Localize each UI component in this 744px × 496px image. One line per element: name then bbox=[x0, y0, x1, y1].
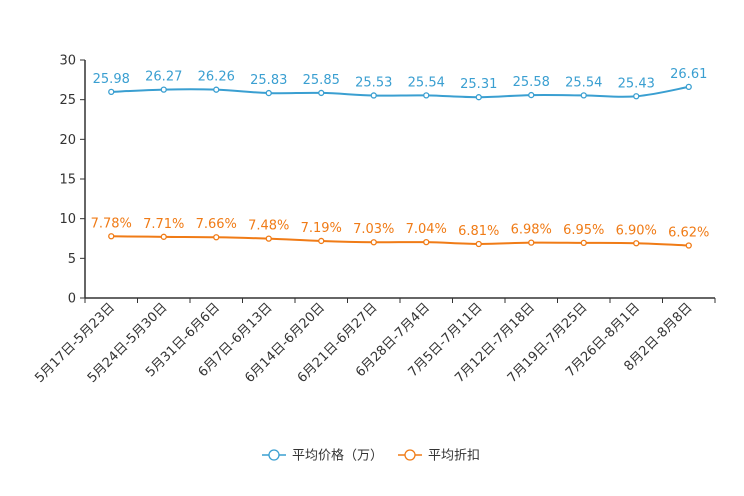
data-point[interactable] bbox=[580, 92, 587, 99]
data-point[interactable] bbox=[318, 237, 325, 245]
data-point[interactable] bbox=[423, 238, 430, 246]
data-point[interactable] bbox=[108, 233, 115, 240]
chart-legend[interactable]: 平均价格（万） 平均折扣 bbox=[262, 448, 480, 464]
data-label: 25.85 bbox=[303, 73, 340, 88]
data-label: 6.81% bbox=[458, 224, 499, 239]
data-point[interactable] bbox=[213, 234, 220, 241]
data-point[interactable] bbox=[160, 86, 167, 93]
chart-series: 25.98 26.27 26.26 25.83 25.85 25.53 25.54 25.31… bbox=[91, 67, 709, 249]
data-point[interactable] bbox=[108, 88, 115, 96]
y-tick-label: 15 bbox=[59, 173, 76, 188]
data-point[interactable] bbox=[160, 233, 167, 240]
data-label: 6.95% bbox=[563, 223, 604, 238]
data-label: 7.04% bbox=[406, 222, 447, 237]
y-tick-label: 25 bbox=[59, 93, 76, 108]
data-point[interactable] bbox=[633, 93, 640, 100]
data-point[interactable] bbox=[528, 91, 535, 99]
data-label: 26.26 bbox=[198, 70, 235, 85]
data-label: 7.03% bbox=[353, 222, 394, 237]
data-label: 25.58 bbox=[513, 75, 550, 90]
data-label: 7.78% bbox=[91, 216, 132, 231]
data-point[interactable] bbox=[633, 240, 640, 247]
data-point[interactable] bbox=[475, 94, 482, 101]
legend-item-2[interactable]: 平均折扣 bbox=[398, 449, 480, 464]
series-1: 25.98 26.27 26.26 25.83 25.85 25.53 25.54 25.31… bbox=[93, 67, 707, 101]
data-label: 7.66% bbox=[196, 217, 237, 232]
data-label: 6.62% bbox=[668, 225, 709, 240]
legend-item-1[interactable]: 平均价格（万） bbox=[262, 448, 383, 464]
data-point[interactable] bbox=[265, 89, 272, 97]
legend-label: 平均折扣 bbox=[428, 449, 480, 464]
data-label: 25.54 bbox=[408, 75, 445, 90]
series-line bbox=[111, 85, 689, 99]
data-label: 25.31 bbox=[460, 77, 497, 92]
data-label: 26.61 bbox=[670, 67, 707, 82]
data-point[interactable] bbox=[475, 240, 482, 248]
data-point[interactable] bbox=[580, 239, 587, 247]
legend-marker-icon bbox=[404, 449, 416, 461]
legend-label: 平均价格（万） bbox=[292, 448, 383, 464]
data-point[interactable] bbox=[685, 242, 692, 249]
series-2: 7.78% 7.71% 7.66% 7.48% 7.19% 7.03% 7.04% 6.81%… bbox=[91, 216, 709, 249]
data-point[interactable] bbox=[213, 86, 220, 93]
data-point[interactable] bbox=[318, 89, 325, 97]
y-tick-label: 10 bbox=[59, 212, 76, 227]
data-label: 25.98 bbox=[93, 72, 130, 87]
data-point[interactable] bbox=[685, 83, 692, 91]
y-tick-label: 30 bbox=[59, 54, 76, 69]
data-label: 25.54 bbox=[565, 75, 602, 90]
data-label: 25.43 bbox=[618, 76, 655, 91]
data-point[interactable] bbox=[423, 92, 430, 99]
y-tick-label: 0 bbox=[68, 292, 76, 307]
data-point[interactable] bbox=[265, 235, 272, 242]
series-line bbox=[111, 235, 689, 247]
data-label: 25.83 bbox=[250, 73, 287, 88]
data-label: 6.98% bbox=[511, 223, 552, 238]
data-point[interactable] bbox=[370, 92, 377, 99]
data-point[interactable] bbox=[528, 239, 535, 246]
data-label: 7.71% bbox=[143, 217, 184, 232]
legend-marker-icon bbox=[268, 449, 280, 461]
data-label: 25.53 bbox=[355, 75, 392, 90]
data-label: 7.48% bbox=[248, 219, 289, 234]
data-point[interactable] bbox=[370, 239, 377, 246]
y-tick-label: 20 bbox=[59, 133, 76, 148]
data-label: 6.90% bbox=[616, 223, 657, 238]
data-label: 7.19% bbox=[301, 221, 342, 236]
y-tick-label: 5 bbox=[68, 252, 76, 267]
chart-axes: 0510152025305月17日-5月23日5月24日-5月30日5月31日-… bbox=[32, 54, 716, 386]
data-label: 26.27 bbox=[145, 70, 182, 85]
